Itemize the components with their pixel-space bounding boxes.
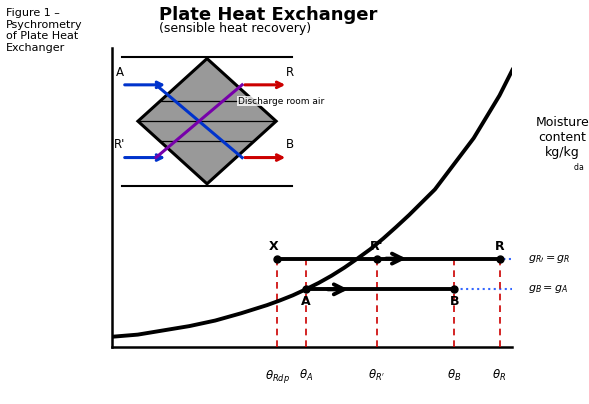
Text: $\theta_{R'}$: $\theta_{R'}$ bbox=[368, 368, 385, 383]
Text: $\theta_B$: $\theta_B$ bbox=[447, 368, 461, 383]
Text: R': R' bbox=[114, 139, 125, 152]
Text: (sensible heat recovery): (sensible heat recovery) bbox=[159, 22, 311, 35]
Text: $g_B=g_A$: $g_B=g_A$ bbox=[528, 283, 568, 295]
Text: X: X bbox=[269, 240, 278, 253]
Text: Discharge room air: Discharge room air bbox=[238, 97, 325, 105]
Text: B: B bbox=[449, 295, 459, 308]
Text: Plate Heat Exchanger: Plate Heat Exchanger bbox=[159, 6, 378, 24]
Text: Moisture
content
kg/kg: Moisture content kg/kg bbox=[535, 116, 589, 159]
Text: R: R bbox=[495, 240, 504, 253]
Text: $\theta_R$: $\theta_R$ bbox=[492, 368, 507, 383]
Text: R': R' bbox=[370, 240, 383, 253]
Text: A: A bbox=[116, 66, 124, 79]
Text: $\theta_A$: $\theta_A$ bbox=[299, 368, 313, 383]
Polygon shape bbox=[138, 59, 276, 184]
Text: Figure 1 –
Psychrometry
of Plate Heat
Exchanger: Figure 1 – Psychrometry of Plate Heat Ex… bbox=[6, 8, 82, 53]
Text: B: B bbox=[286, 139, 294, 152]
Text: R: R bbox=[286, 66, 294, 79]
Text: A: A bbox=[301, 295, 310, 308]
Text: $_{\rm da}$: $_{\rm da}$ bbox=[573, 162, 584, 174]
Text: $\theta_{Rdp}$: $\theta_{Rdp}$ bbox=[265, 368, 290, 385]
Text: $g_{R\prime}=g_R$: $g_{R\prime}=g_R$ bbox=[528, 252, 571, 265]
